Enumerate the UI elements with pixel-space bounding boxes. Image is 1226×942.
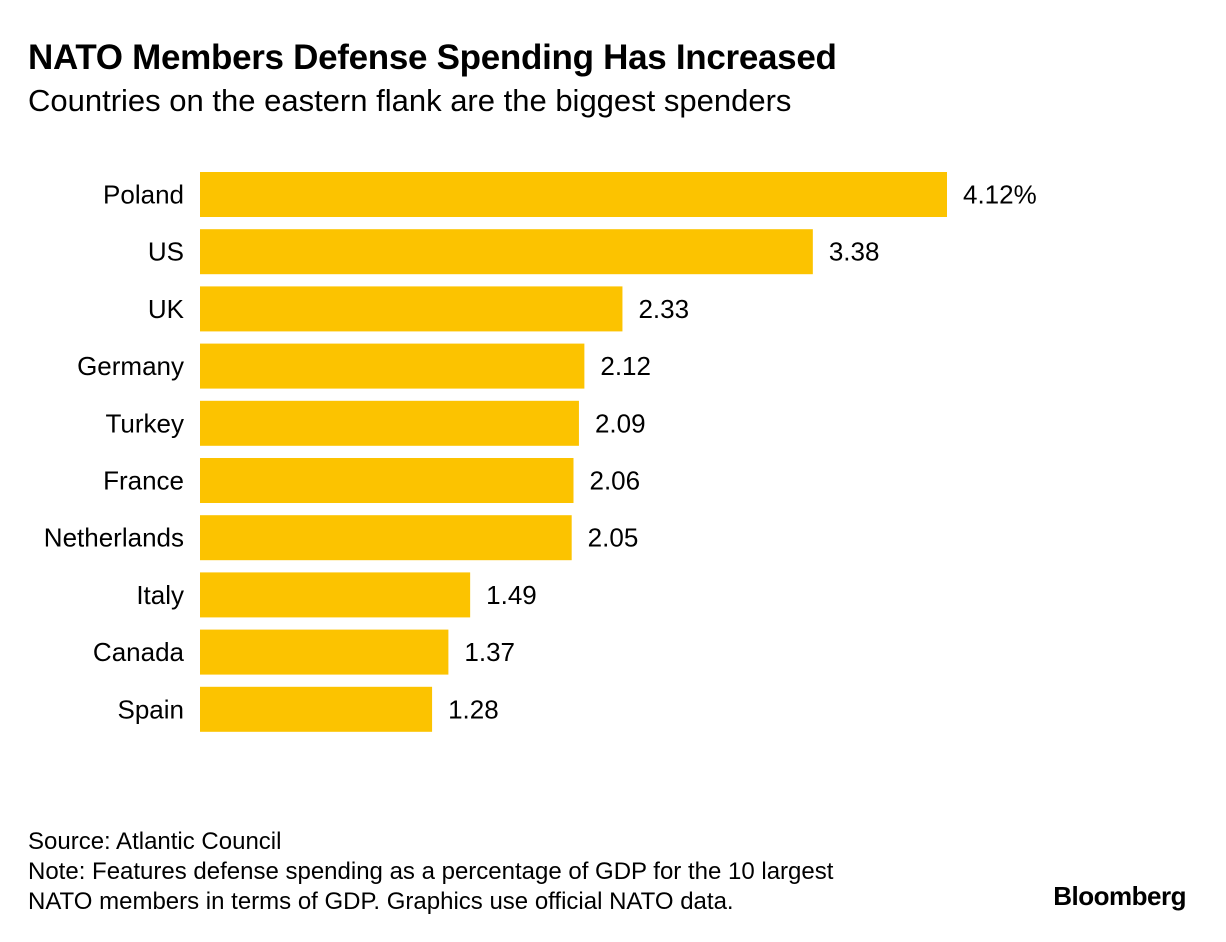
note-text-line-1: Note: Features defense spending as a per… [28,858,834,885]
category-label-canada: Canada [93,637,185,667]
value-label-turkey: 2.09 [595,408,646,438]
category-label-uk: UK [148,294,185,324]
category-label-netherlands: Netherlands [44,523,184,553]
category-label-us: US [148,237,184,267]
bar-netherlands [200,515,572,561]
category-label-spain: Spain [118,694,185,724]
value-label-france: 2.06 [590,466,641,496]
source-text: Source: Atlantic Council [28,828,282,855]
value-label-netherlands: 2.05 [588,523,639,553]
value-label-italy: 1.49 [486,580,537,610]
chart-title: NATO Members Defense Spending Has Increa… [28,38,837,77]
bar-spain [200,686,433,732]
category-label-turkey: Turkey [106,408,185,438]
category-label-italy: Italy [136,580,184,610]
bar-france [200,458,574,503]
category-label-germany: Germany [77,351,184,381]
value-label-spain: 1.28 [448,694,499,724]
value-label-uk: 2.33 [638,294,689,324]
bloomberg-logo: Bloomberg [1053,881,1186,911]
bar-poland [200,172,947,217]
bar-italy [200,572,471,618]
value-label-canada: 1.37 [464,637,515,667]
category-label-poland: Poland [103,180,184,210]
value-label-germany: 2.12 [600,351,651,381]
chart-subtitle: Countries on the eastern flank are the b… [28,83,792,118]
bar-turkey [200,400,579,446]
bar-canada [200,629,449,675]
value-label-poland: 4.12% [963,180,1037,210]
bar-us [200,229,813,275]
footer: Source: Atlantic Council Note: Features … [28,827,833,917]
bar-germany [200,343,585,389]
bar-uk [200,286,623,332]
value-label-us: 3.38 [829,237,880,267]
note-text-line-2: NATO members in terms of GDP. Graphics u… [28,888,734,915]
category-label-france: France [103,466,184,496]
